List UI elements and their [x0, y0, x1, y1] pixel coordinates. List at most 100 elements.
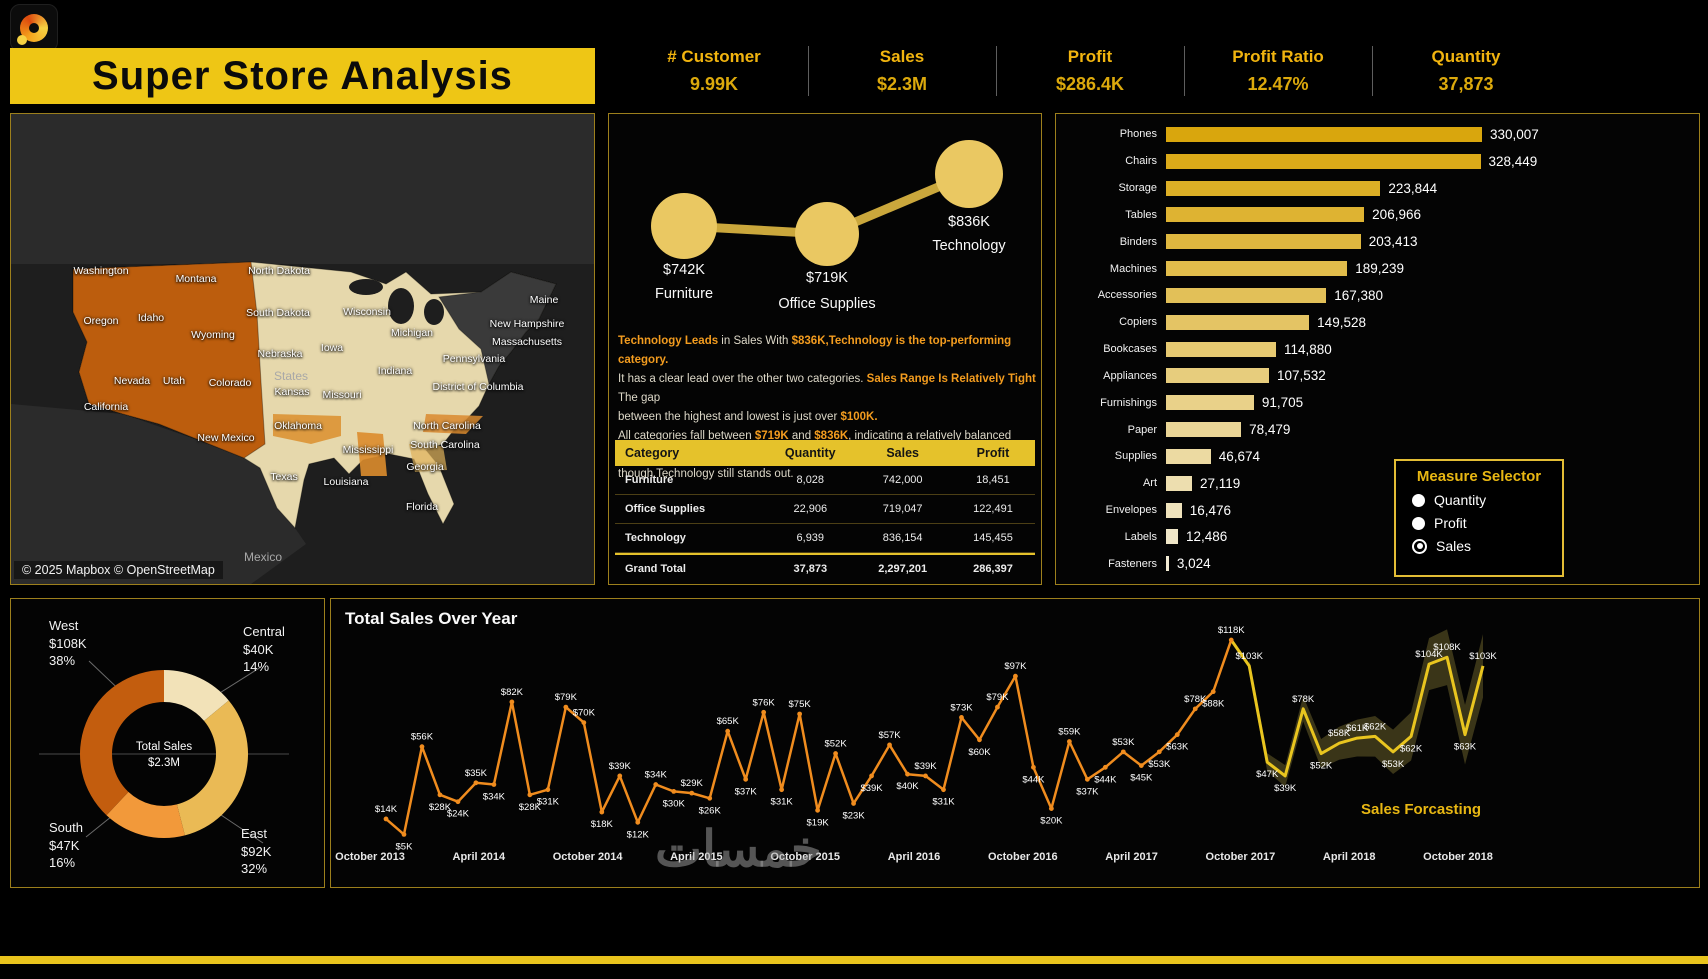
west-region[interactable] — [72, 261, 266, 459]
point-label: $65K — [717, 716, 740, 727]
us-sales-map[interactable]: Washington Montana North Dakota Maine Oregon… — [10, 113, 595, 585]
map-attribution: © 2025 Mapbox © OpenStreetMap — [14, 561, 223, 579]
category-bubble-chart[interactable] — [609, 120, 1041, 332]
bar-row-appliances[interactable]: Appliances 107,532 — [1066, 362, 1691, 389]
data-point — [491, 782, 497, 787]
bar-category-label: Copiers — [1119, 316, 1157, 329]
sales-line-chart[interactable]: $14K$5K$56K$28K$24K$35K$34K$82K$28K$31K$… — [331, 599, 1699, 887]
georgia-shape[interactable] — [409, 444, 447, 472]
point-label: $31K — [537, 797, 560, 808]
bubble-furniture[interactable] — [651, 193, 717, 259]
data-point — [545, 787, 551, 793]
point-label: $61K — [1346, 723, 1369, 734]
bar-row-binders[interactable]: Binders 203,413 — [1066, 228, 1691, 255]
bar-row-art[interactable]: Art 27,119 — [1066, 470, 1691, 497]
x-axis-label: October 2017 — [1205, 851, 1276, 863]
data-point — [869, 773, 874, 779]
data-point — [923, 773, 928, 779]
table-row[interactable]: Furniture 8,028 742,000 18,451 — [615, 466, 1035, 495]
bar-row-chairs[interactable]: Chairs 328,449 — [1066, 148, 1691, 175]
bar-fill — [1166, 422, 1242, 438]
point-label: $82K — [501, 687, 524, 698]
bar-row-paper[interactable]: Paper 78,479 — [1066, 416, 1691, 443]
kpi-profit-ratio: Profit Ratio 12.47% — [1184, 40, 1372, 102]
point-label: $79K — [555, 692, 578, 703]
bar-row-envelopes[interactable]: Envelopes 16,476 — [1066, 497, 1691, 524]
radio-icon[interactable] — [1412, 538, 1427, 554]
bar-row-supplies[interactable]: Supplies 46,674 — [1066, 443, 1691, 470]
mississippi-shape[interactable] — [357, 432, 387, 476]
radio-icon[interactable] — [1412, 493, 1425, 507]
bar-row-labels[interactable]: Labels 12,486 — [1066, 523, 1691, 550]
table-total-row[interactable]: Grand Total 37,873 2,297,201 286,397 — [615, 553, 1035, 583]
bar-row-accessories[interactable]: Accessories 167,380 — [1066, 282, 1691, 309]
bar-row-fasteners[interactable]: Fasteners 3,024 — [1066, 550, 1691, 577]
data-point — [455, 799, 461, 805]
forecast-label: Sales Forcasting — [1360, 801, 1482, 818]
kpi-quantity: Quantity 37,873 — [1372, 40, 1560, 102]
col-header-quantity: Quantity — [784, 446, 836, 460]
data-point — [419, 744, 425, 750]
region-donut-chart[interactable] — [11, 599, 324, 887]
data-point — [671, 789, 677, 794]
measure-option-sales[interactable]: Sales — [1412, 538, 1562, 554]
bar-value-label: 330,007 — [1490, 126, 1539, 142]
data-point — [959, 715, 964, 720]
data-point — [1066, 739, 1072, 744]
northeast-region[interactable] — [438, 271, 557, 386]
donut-label-central: Central $40K 14% — [243, 624, 285, 674]
bar-row-machines[interactable]: Machines 189,239 — [1066, 255, 1691, 282]
bar-row-storage[interactable]: Storage 223,844 — [1066, 175, 1691, 202]
point-label: $28K — [519, 802, 542, 813]
data-point — [995, 704, 1000, 710]
data-point — [437, 792, 443, 798]
bar-row-furnishings[interactable]: Furnishings 91,705 — [1066, 389, 1691, 416]
point-label: $45K — [1130, 773, 1153, 784]
donut-slice-west[interactable] — [79, 670, 164, 816]
data-point — [1174, 732, 1180, 738]
kpi-label: Profit Ratio — [1232, 47, 1324, 66]
bar-value-label: 328,449 — [1488, 153, 1538, 169]
measure-selector-title: Measure Selector — [1416, 468, 1542, 485]
bar-row-bookcases[interactable]: Bookcases 114,880 — [1066, 336, 1691, 363]
data-point — [653, 782, 659, 787]
point-label: $28K — [429, 802, 452, 813]
data-point — [1210, 689, 1216, 695]
point-label: $31K — [771, 797, 794, 808]
bar-row-tables[interactable]: Tables 206,966 — [1066, 201, 1691, 228]
lake-superior — [349, 279, 383, 295]
map-mexico — [11, 404, 306, 584]
data-point — [509, 699, 515, 705]
bar-category-label: Paper — [1127, 423, 1157, 436]
oklahoma-shape[interactable] — [273, 414, 341, 444]
point-label: $57K — [878, 730, 901, 741]
forecast-line[interactable] — [1229, 639, 1485, 778]
table-row[interactable]: Office Supplies 22,906 719,047 122,491 — [615, 495, 1035, 524]
x-axis-label: October 2018 — [1423, 851, 1493, 863]
insight-line: between the highest and lowest is just o… — [618, 411, 878, 423]
bar-value-label: 12,486 — [1185, 529, 1228, 545]
table-cell: 122,491 — [973, 503, 1013, 515]
point-label: $78K — [1184, 694, 1207, 705]
donut-slice-east[interactable] — [176, 700, 249, 836]
bar-value-label: 107,532 — [1276, 368, 1326, 384]
radio-icon[interactable] — [1412, 516, 1425, 530]
north-carolina-shape[interactable] — [423, 414, 483, 434]
point-label: $47K — [1256, 769, 1279, 780]
data-point — [905, 771, 910, 777]
bar-value-label: 16,476 — [1189, 502, 1232, 518]
data-point — [401, 832, 407, 837]
bubble-technology[interactable] — [935, 140, 1003, 208]
donut-slice-south[interactable] — [106, 791, 185, 838]
bubble-label-furniture: Furniture — [654, 286, 714, 302]
actual-sales-line[interactable] — [385, 639, 1233, 836]
x-axis-label: April 2014 — [452, 851, 506, 863]
bubble-office-supplies[interactable] — [795, 202, 859, 266]
bar-row-phones[interactable]: Phones 330,007 — [1066, 121, 1691, 148]
table-row[interactable]: Technology 6,939 836,154 145,455 — [615, 524, 1035, 553]
data-point — [1031, 764, 1036, 770]
donut-slice-central[interactable] — [164, 670, 229, 721]
measure-option-quantity[interactable]: Quantity — [1412, 492, 1562, 508]
measure-option-profit[interactable]: Profit — [1412, 515, 1562, 531]
bar-row-copiers[interactable]: Copiers 149,528 — [1066, 309, 1691, 336]
